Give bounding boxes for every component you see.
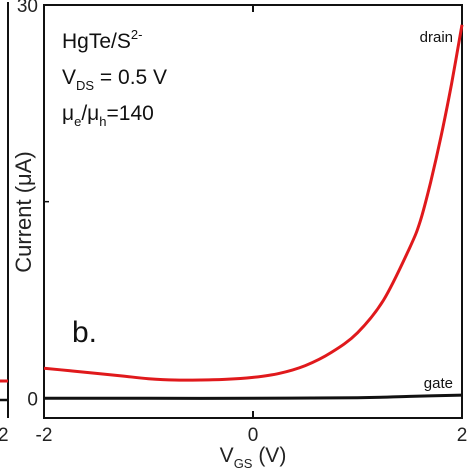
series-layer xyxy=(43,24,464,400)
x-tick-label: 0 xyxy=(248,425,259,446)
material-annotation: HgTe/S2- xyxy=(62,27,142,53)
y-tick-label: 30 xyxy=(17,0,38,17)
mobility-ratio-annotation: μe/μh=140 xyxy=(62,102,154,129)
series-line-drain xyxy=(43,24,464,382)
y-axis-label: Current (μA) xyxy=(11,151,36,272)
series-line-gate xyxy=(44,393,463,400)
series-label-gate: gate xyxy=(424,375,453,392)
x-tick-label: 2 xyxy=(457,425,468,446)
axis-tick-labels: -2 0 2 0 30 xyxy=(17,0,467,446)
x-axis-label: VGS (V) xyxy=(220,444,287,471)
y-tick-label: 0 xyxy=(27,389,38,410)
series-label-drain: drain xyxy=(420,29,453,46)
x-tick-label: -2 xyxy=(36,425,53,446)
vds-annotation: VDS = 0.5 V xyxy=(62,66,167,93)
left-panel-fragment: 2 xyxy=(0,2,9,446)
left-panel-tick-label: 2 xyxy=(0,425,9,446)
panel-label: b. xyxy=(72,316,97,349)
